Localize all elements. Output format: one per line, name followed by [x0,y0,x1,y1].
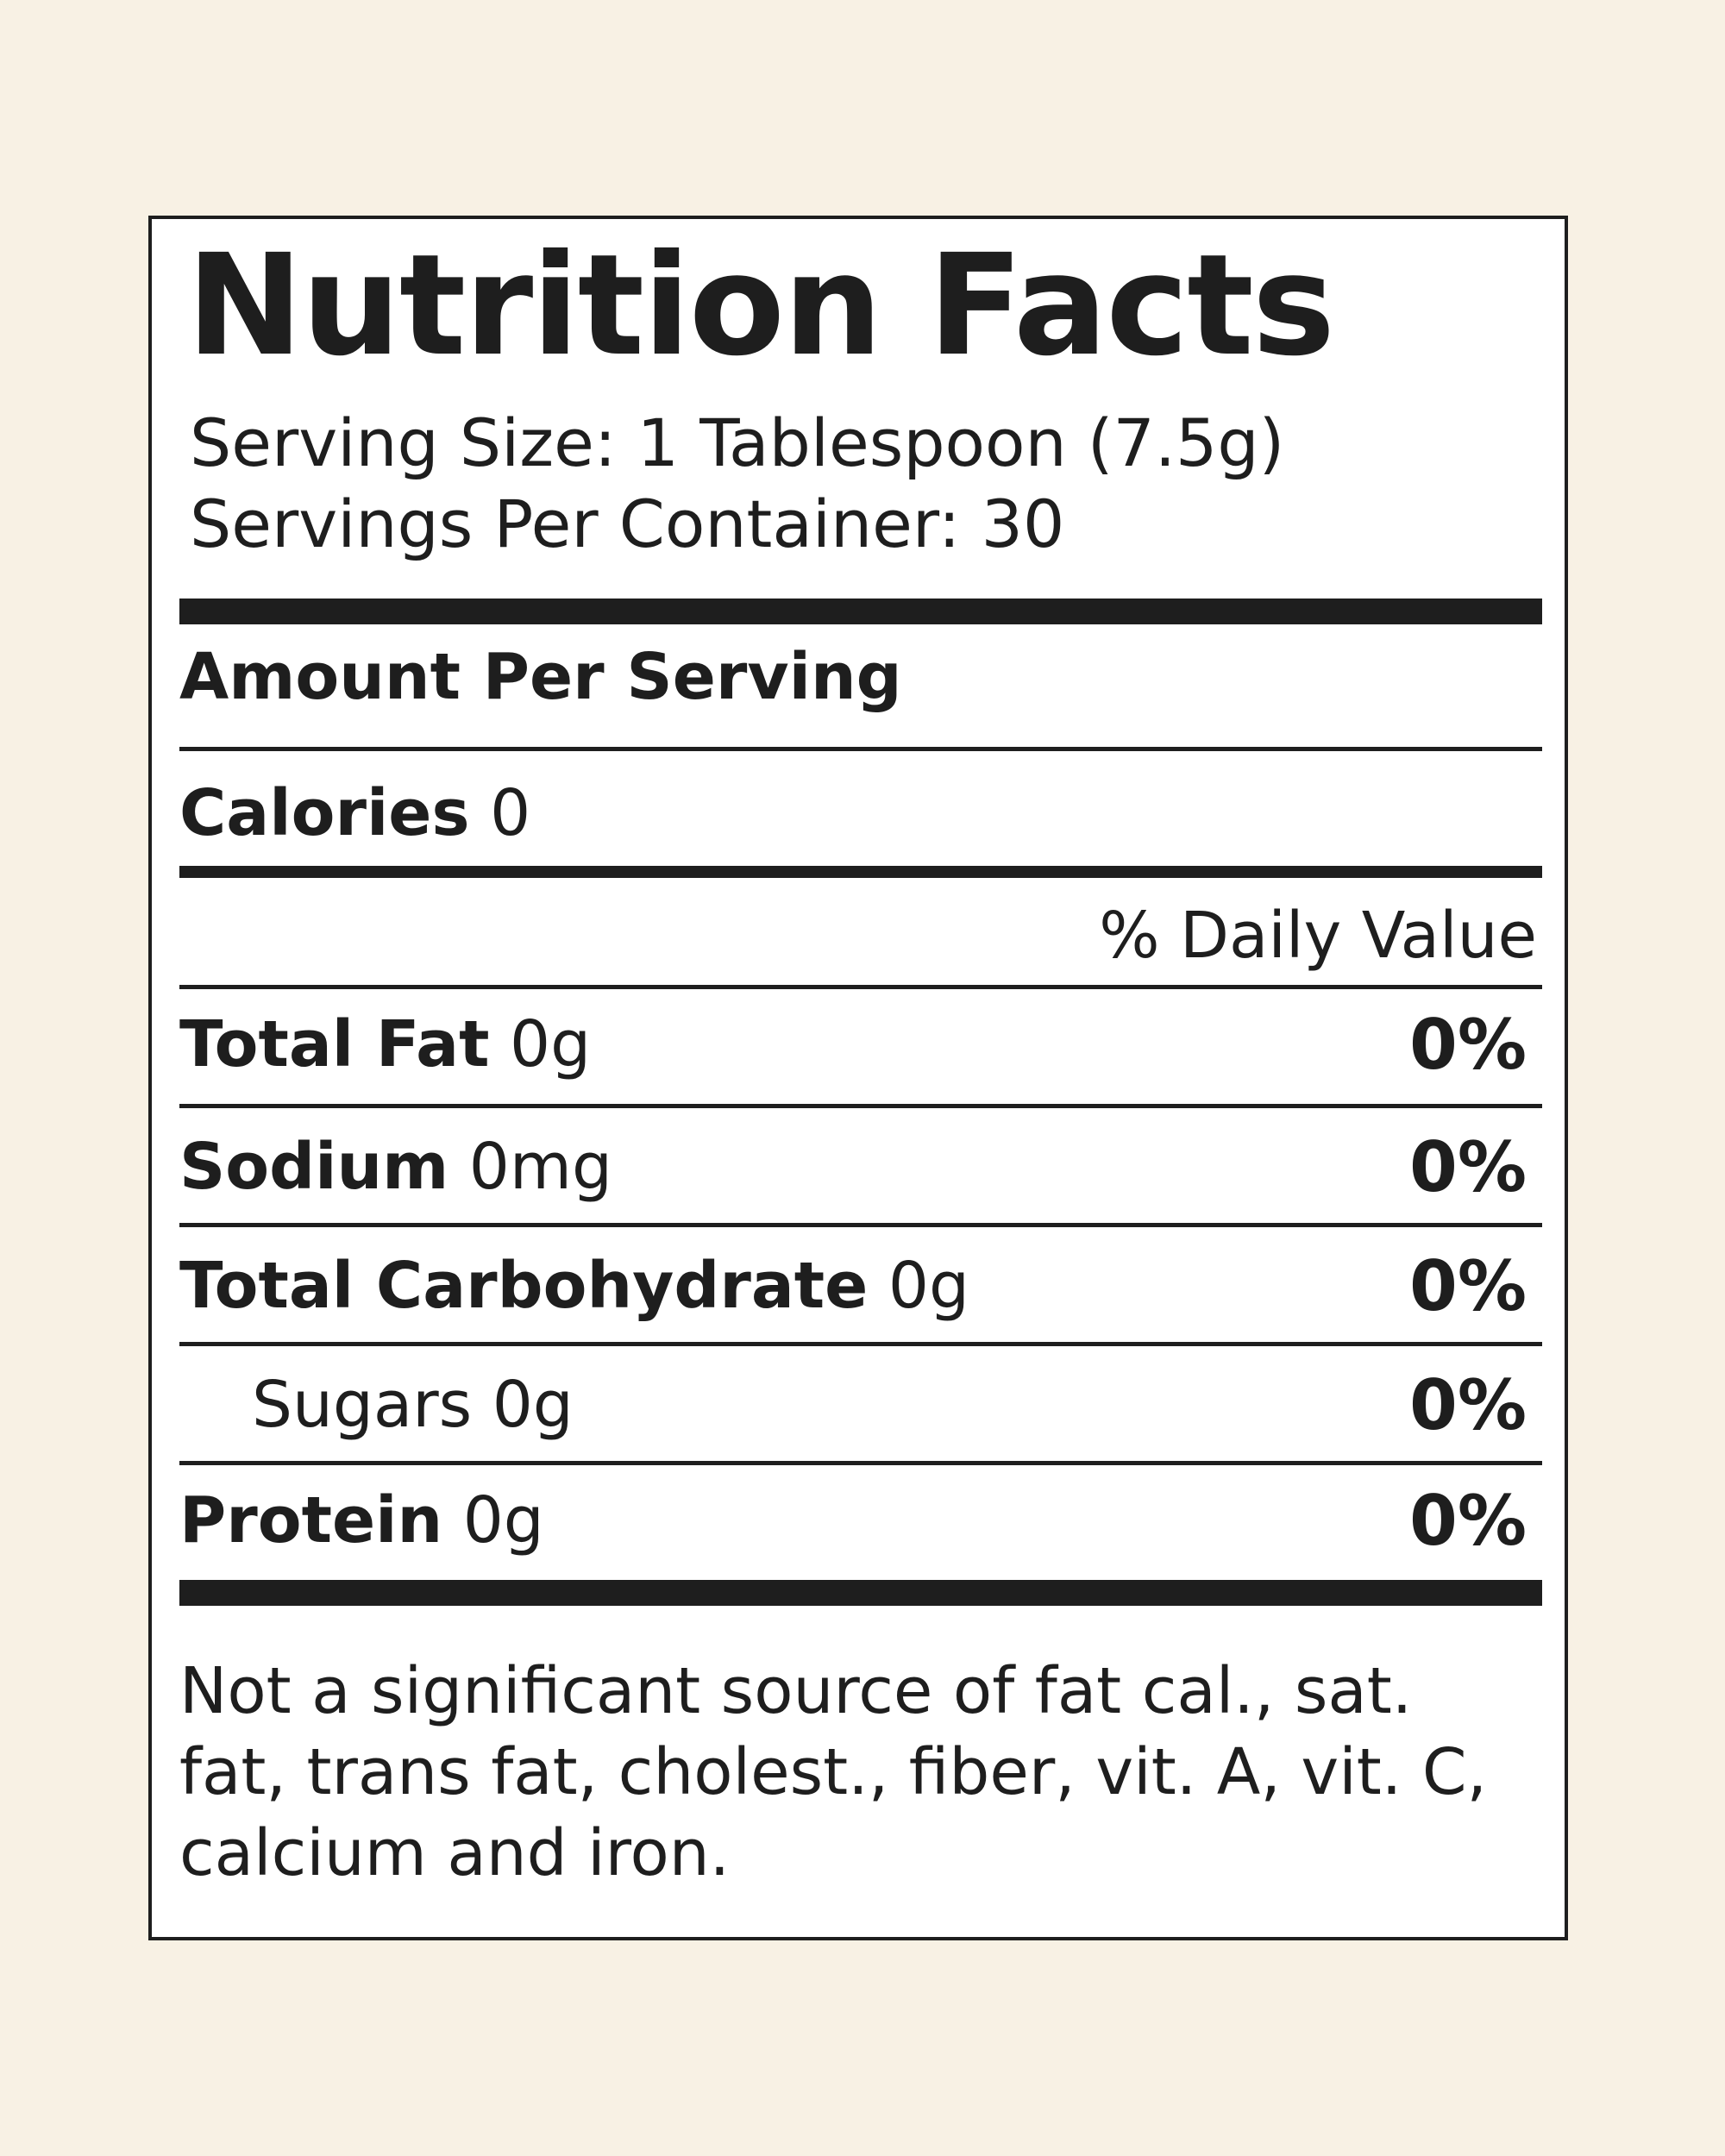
calories-label: Calories [179,776,470,850]
nutrient-amount: 0mg [468,1130,612,1204]
calories-value: 0 [490,776,531,850]
divider-thick [179,1580,1542,1606]
nutrient-row-protein: Protein 0g [179,1489,544,1552]
divider-thin [179,1223,1542,1227]
label-title: Nutrition Facts [186,225,1335,387]
nutrition-facts-label: Nutrition Facts Serving Size: 1 Tablespo… [148,216,1568,1940]
divider-medium [179,866,1542,878]
calories-row: Calories 0 [179,781,530,845]
nutrient-row-sodium: Sodium 0mg [179,1135,612,1199]
divider-thin [179,747,1542,751]
nutrient-row-total-fat: Total Fat 0g [179,1012,591,1076]
nutrient-label: Protein [179,1483,443,1557]
serving-size: Serving Size: 1 Tablespoon (7.5g) [190,404,1285,481]
daily-value-header: % Daily Value [1099,899,1537,973]
nutrient-row-sugars: Sugars 0g [252,1373,574,1437]
nutrient-amount: 0g [509,1007,592,1081]
divider-thin [179,1104,1542,1108]
nutrient-daily-value: 0% [1409,1481,1527,1561]
footnote: Not a significant source of fat cal., sa… [179,1654,1488,1890]
amount-per-serving-label: Amount Per Serving [179,640,902,714]
nutrient-label: Total Carbohydrate [179,1249,869,1323]
nutrient-daily-value: 0% [1409,1127,1527,1207]
nutrient-label: Total Fat [179,1007,490,1081]
divider-thick [179,599,1542,624]
nutrient-amount: 0g [462,1483,544,1557]
nutrient-daily-value: 0% [1409,1005,1527,1085]
nutrient-amount: 0g [888,1249,969,1323]
nutrient-row-total-carbohydrate: Total Carbohydrate 0g [179,1254,969,1318]
divider-thin [179,1342,1542,1346]
servings-per-container: Servings Per Container: 30 [190,486,1065,562]
divider-thin [179,985,1542,989]
divider-thin [179,1461,1542,1465]
nutrient-daily-value: 0% [1409,1365,1527,1445]
nutrient-label: Sugars 0g [252,1368,574,1442]
nutrient-daily-value: 0% [1409,1246,1527,1326]
nutrient-label: Sodium [179,1130,449,1204]
amount-per-serving-heading: Amount Per Serving [179,645,902,709]
